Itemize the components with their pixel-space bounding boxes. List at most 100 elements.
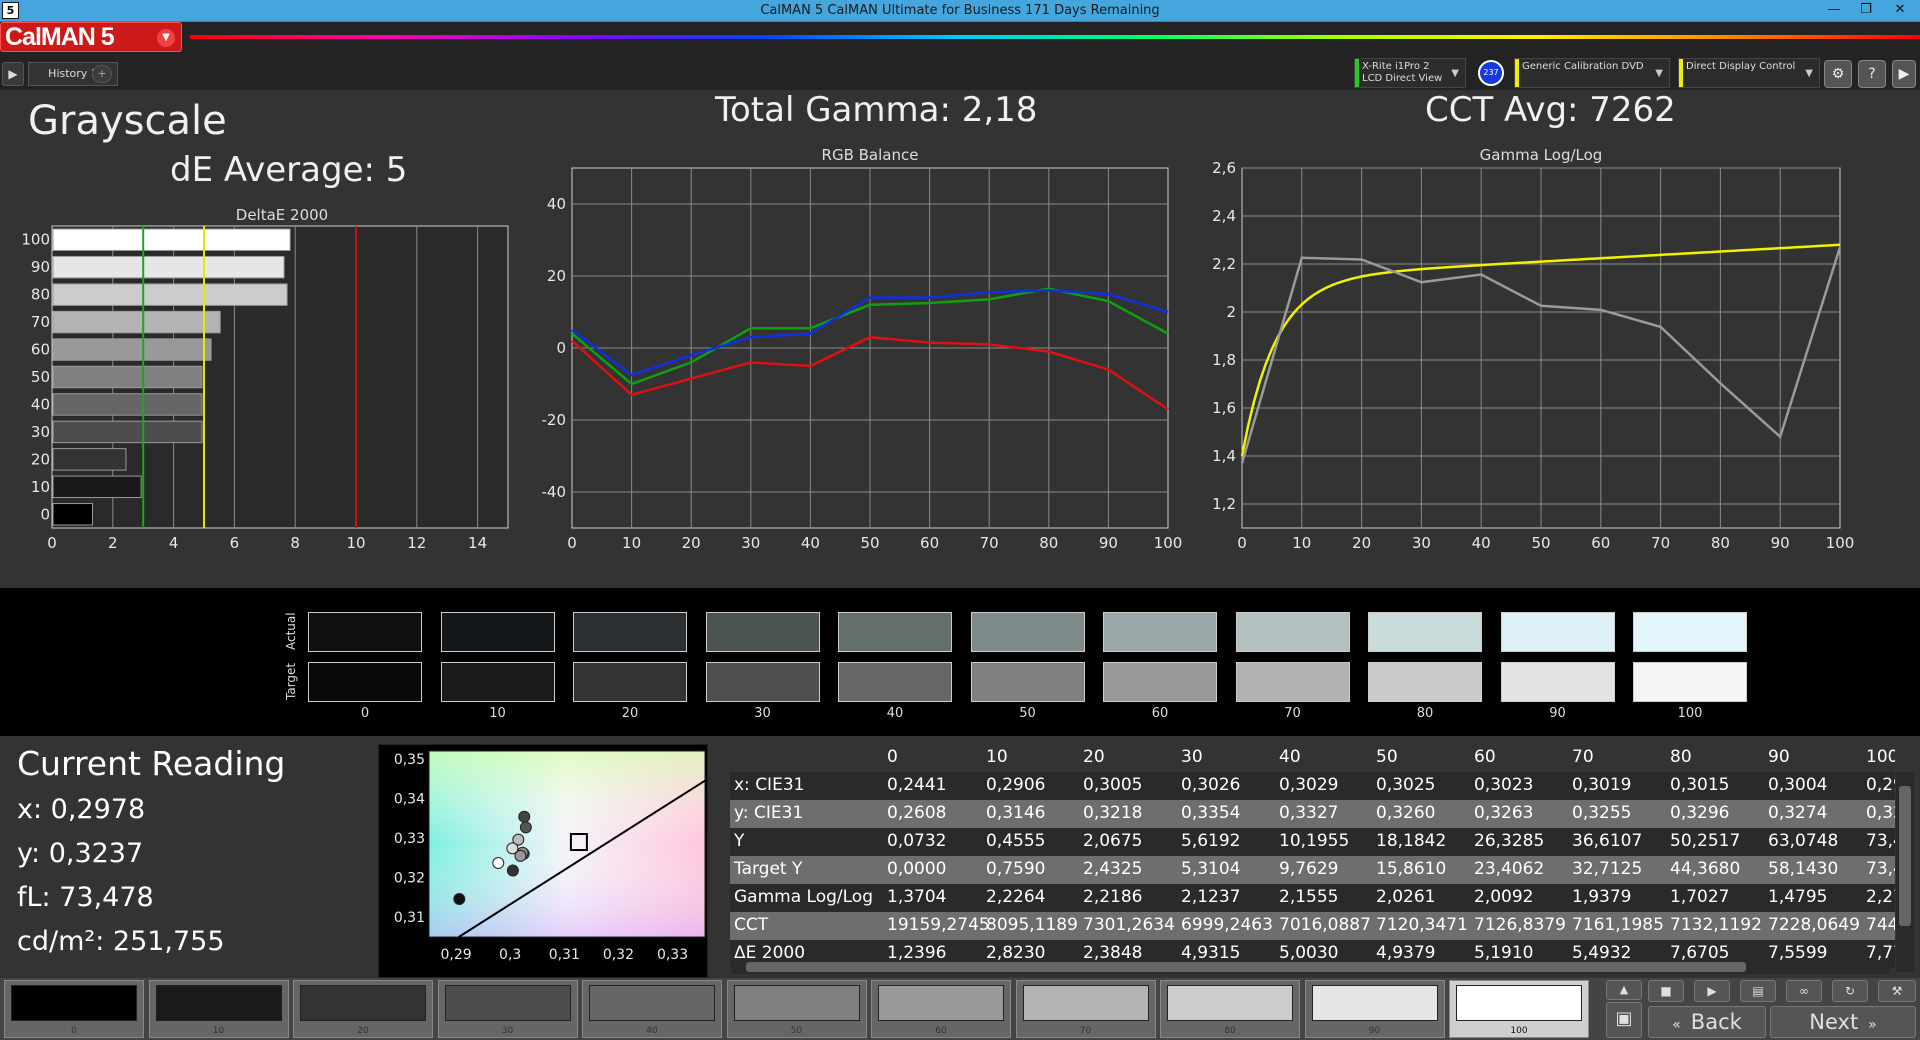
meter-reading-badge[interactable]: 237 xyxy=(1478,60,1504,86)
rgb-balance-chart: 40 20 0 -20 -40 0 10 20 30 40 50 60 70 80 90 100 xyxy=(542,167,1182,552)
table-cell: 0,3255 xyxy=(1572,803,1632,823)
actual-swatch[interactable] xyxy=(1500,612,1615,652)
scrollbar-thumb[interactable] xyxy=(1899,786,1911,926)
measured-point xyxy=(506,842,519,855)
target-swatch[interactable] xyxy=(1500,662,1615,702)
column-header[interactable]: 100 xyxy=(1866,747,1895,767)
add-tab-icon[interactable]: + xyxy=(92,65,112,83)
table-cell: 2,4325 xyxy=(1083,859,1143,879)
patch-button[interactable]: 90 xyxy=(1304,980,1445,1038)
table-row[interactable]: y: CIE31 0,2608 0,3146 0,3218 0,3354 0,3327 0,… xyxy=(730,800,1895,828)
target-swatch[interactable] xyxy=(1633,662,1747,702)
data-table[interactable]: 0 10 20 30 40 50 60 70 80 90 100 x: CIE31 0,2441 0,29… xyxy=(730,744,1895,970)
column-header[interactable]: 10 xyxy=(986,747,1008,767)
y-tick-label: 2,4 xyxy=(1212,207,1236,225)
horizontal-scrollbar[interactable] xyxy=(732,960,1890,974)
column-header[interactable]: 60 xyxy=(1474,747,1496,767)
table-row[interactable]: x: CIE31 0,2441 0,2906 0,3005 0,3026 0,3029 0,… xyxy=(730,772,1895,800)
measured-point xyxy=(514,849,527,862)
x-tick-label: 12 xyxy=(407,534,426,550)
vertical-scrollbar[interactable] xyxy=(1896,772,1914,972)
patch-button[interactable]: 100 xyxy=(1449,980,1589,1038)
patch-button[interactable]: 50 xyxy=(726,980,867,1038)
calman-logo-menu[interactable]: CalMAN 5 ▼ xyxy=(0,22,182,52)
play-icon[interactable]: ▶ xyxy=(1694,980,1730,1002)
patch-button[interactable]: 80 xyxy=(1160,980,1300,1038)
meter-selector[interactable]: X-Rite i1Pro 2 LCD Direct View ▼ xyxy=(1354,58,1466,88)
stop-icon[interactable]: ■ xyxy=(1648,980,1684,1002)
actual-swatch[interactable] xyxy=(1103,612,1217,652)
table-cell: 7301,2634 xyxy=(1083,915,1175,935)
table-cell: 0,32 xyxy=(1866,803,1895,823)
table-row[interactable]: CCT 19159,2745 8095,1189 7301,2634 6999,2463… xyxy=(730,912,1895,940)
patch-button[interactable]: 60 xyxy=(871,980,1011,1038)
table-cell: 2,0261 xyxy=(1376,887,1436,907)
target-swatch[interactable] xyxy=(970,662,1085,702)
help-icon[interactable]: ? xyxy=(1858,60,1886,88)
table-cell: 7120,3471 xyxy=(1376,915,1468,935)
actual-swatch[interactable] xyxy=(1368,612,1482,652)
actual-swatch[interactable] xyxy=(1633,612,1747,652)
close-icon[interactable]: ✕ xyxy=(1894,2,1906,17)
scrollbar-thumb[interactable] xyxy=(746,962,1746,972)
actual-swatch[interactable] xyxy=(440,612,555,652)
play-icon[interactable]: ▶ xyxy=(2,62,24,86)
table-cell: 0,3004 xyxy=(1768,775,1828,795)
minimize-icon[interactable]: — xyxy=(1827,2,1841,17)
refresh-icon[interactable]: ↻ xyxy=(1832,980,1868,1002)
pin-icon[interactable]: ▶ xyxy=(1892,60,1916,88)
target-swatch[interactable] xyxy=(573,662,687,702)
patch-button[interactable]: 0 xyxy=(4,980,144,1038)
next-button[interactable]: Next » xyxy=(1770,1006,1916,1038)
target-swatch[interactable] xyxy=(440,662,555,702)
save-icon[interactable]: ▤ xyxy=(1740,980,1776,1002)
source-selector[interactable]: Generic Calibration DVD ▼ xyxy=(1514,58,1670,88)
target-swatch[interactable] xyxy=(1235,662,1350,702)
chevron-down-icon[interactable]: ▼ xyxy=(1805,68,1813,79)
chevron-down-icon[interactable]: ▼ xyxy=(157,29,175,47)
actual-swatch[interactable] xyxy=(970,612,1085,652)
column-header[interactable]: 30 xyxy=(1181,747,1203,767)
gear-icon[interactable]: ⚙ xyxy=(1824,60,1852,88)
target-swatch[interactable] xyxy=(308,662,422,702)
table-row[interactable]: Y 0,0732 0,4555 2,0675 5,6192 10,1955 18,1842 2… xyxy=(730,828,1895,856)
column-header[interactable]: 40 xyxy=(1279,747,1301,767)
patch-button[interactable]: 20 xyxy=(293,980,433,1038)
patch-color xyxy=(1022,985,1149,1021)
up-icon[interactable]: ▲ xyxy=(1606,980,1642,1000)
table-row[interactable]: Target Y 0,0000 0,7590 2,4325 5,3104 9,7629 15… xyxy=(730,856,1895,884)
actual-swatch[interactable] xyxy=(705,612,820,652)
target-swatch[interactable] xyxy=(1368,662,1482,702)
table-cell: 4,9315 xyxy=(1181,943,1241,963)
back-button[interactable]: « Back xyxy=(1648,1006,1766,1038)
patch-button[interactable]: 30 xyxy=(437,980,578,1038)
restore-icon[interactable]: ❐ xyxy=(1860,2,1872,17)
deltae-bar xyxy=(52,475,142,499)
stop-icon[interactable]: ▣ xyxy=(1606,1002,1642,1038)
column-header[interactable]: 80 xyxy=(1670,747,1692,767)
tools-icon[interactable]: ⚒ xyxy=(1878,980,1916,1002)
chevron-down-icon[interactable]: ▼ xyxy=(1451,68,1459,79)
table-cell: 5,1910 xyxy=(1474,943,1534,963)
x-tick-label: 70 xyxy=(1651,534,1670,552)
actual-swatch[interactable] xyxy=(838,612,952,652)
patch-button[interactable]: 10 xyxy=(148,980,289,1038)
column-header[interactable]: 50 xyxy=(1376,747,1398,767)
target-swatch[interactable] xyxy=(1103,662,1217,702)
target-swatch[interactable] xyxy=(838,662,952,702)
cie-color-overlay xyxy=(428,750,706,938)
column-header[interactable]: 0 xyxy=(887,747,898,767)
loop-icon[interactable]: ∞ xyxy=(1786,980,1822,1002)
display-selector[interactable]: Direct Display Control ▼ xyxy=(1678,58,1820,88)
actual-swatch[interactable] xyxy=(573,612,687,652)
patch-button[interactable]: 40 xyxy=(582,980,722,1038)
actual-swatch[interactable] xyxy=(1235,612,1350,652)
column-header[interactable]: 90 xyxy=(1768,747,1790,767)
actual-swatch[interactable] xyxy=(308,612,422,652)
column-header[interactable]: 20 xyxy=(1083,747,1105,767)
target-swatch[interactable] xyxy=(705,662,820,702)
patch-button[interactable]: 70 xyxy=(1015,980,1156,1038)
chevron-down-icon[interactable]: ▼ xyxy=(1655,68,1663,79)
table-row[interactable]: Gamma Log/Log 1,3704 2,2264 2,2186 2,1237 2,1… xyxy=(730,884,1895,912)
column-header[interactable]: 70 xyxy=(1572,747,1594,767)
